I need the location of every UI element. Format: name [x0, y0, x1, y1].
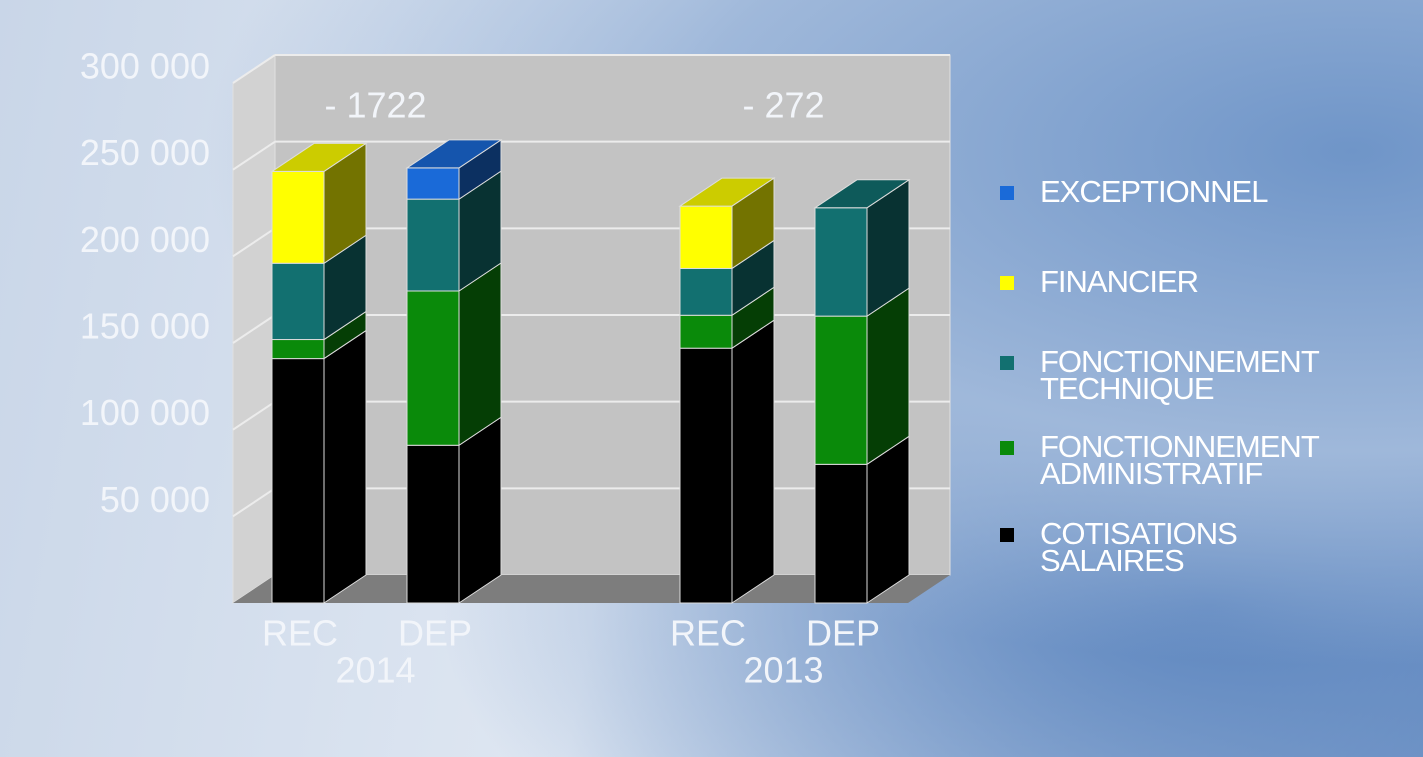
legend-swatch [1000, 186, 1014, 200]
bar [680, 315, 732, 348]
legend-label: EXCEPTIONNEL [1040, 178, 1267, 205]
group-label: 2013 [743, 650, 823, 691]
x-tick-label: REC [262, 613, 338, 654]
legend-swatch [1000, 356, 1014, 370]
legend-label: FONCTIONNEMENT TECHNIQUE [1040, 348, 1319, 402]
x-tick-label: DEP [806, 613, 880, 654]
bar [272, 340, 324, 359]
bar [407, 168, 459, 199]
bar [407, 199, 459, 291]
legend-swatch [1000, 276, 1014, 290]
group-label: 2014 [335, 650, 415, 691]
legend-label: FINANCIER [1040, 268, 1198, 295]
page: 50 000 100 000 150 000 200 000 250 000 300 00… [0, 0, 1423, 757]
bar [272, 359, 324, 603]
bar [815, 316, 867, 464]
bar-depth [459, 417, 501, 603]
bar [407, 445, 459, 603]
legend-swatch [1000, 441, 1014, 455]
bar [815, 208, 867, 316]
y-tick-label: 300 000 [80, 46, 210, 87]
y-tick-label: 50 000 [100, 479, 210, 520]
bar [815, 464, 867, 603]
bar-depth [459, 263, 501, 445]
bar-depth [867, 436, 909, 603]
legend-item: EXCEPTIONNEL [1000, 178, 1267, 205]
bar [680, 268, 732, 315]
legend-swatch [1000, 528, 1014, 542]
annotation: - 272 [742, 85, 824, 126]
bar [272, 263, 324, 339]
legend-label: COTISATIONS SALAIRES [1040, 520, 1237, 574]
bar-depth [324, 331, 366, 603]
y-tick-label: 150 000 [80, 306, 210, 347]
y-tick-label: 200 000 [80, 219, 210, 260]
y-tick-label: 250 000 [80, 132, 210, 173]
legend-item: FONCTIONNEMENT TECHNIQUE [1000, 348, 1319, 402]
y-tick-label: 100 000 [80, 392, 210, 433]
legend-item: COTISATIONS SALAIRES [1000, 520, 1237, 574]
bar [680, 206, 732, 268]
legend-item: FINANCIER [1000, 268, 1198, 295]
legend-label: FONCTIONNEMENT ADMINISTRATIF [1040, 433, 1319, 487]
annotation: - 1722 [324, 85, 426, 126]
bar-depth [732, 320, 774, 603]
legend-item: FONCTIONNEMENT ADMINISTRATIF [1000, 433, 1319, 487]
x-tick-label: DEP [398, 613, 472, 654]
x-tick-label: REC [670, 613, 746, 654]
bar-depth [867, 288, 909, 464]
bar [407, 291, 459, 445]
bar [680, 348, 732, 603]
bar [272, 171, 324, 263]
